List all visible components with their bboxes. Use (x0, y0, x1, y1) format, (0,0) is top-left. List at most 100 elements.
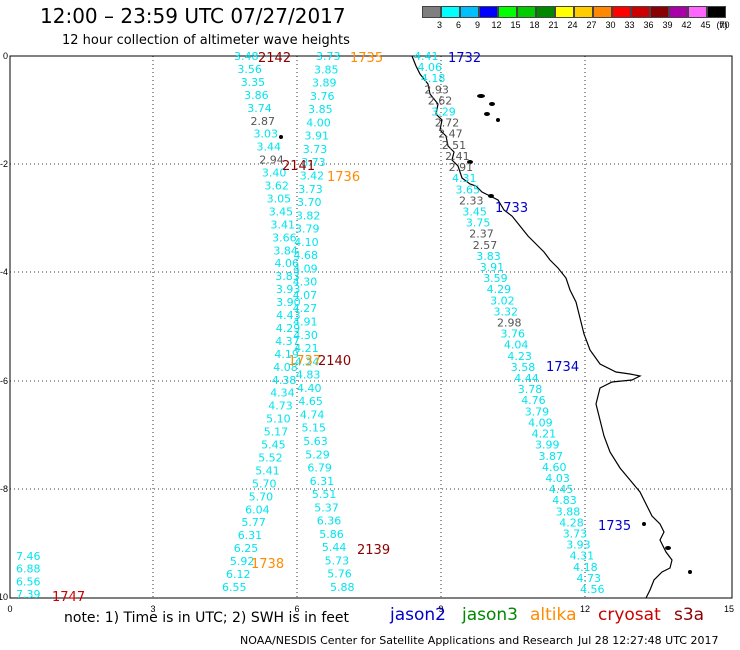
wave-height-value: 4.68 (294, 249, 319, 262)
color-swatch (669, 6, 688, 18)
wave-height-value: 2.93 (424, 83, 449, 96)
wave-height-value: 2.98 (497, 317, 522, 330)
coastline-path (411, 55, 673, 599)
wave-height-value: 2.47 (438, 128, 463, 141)
island-shape (467, 160, 473, 164)
color-swatch (612, 6, 631, 18)
map-grid (10, 56, 732, 598)
pass-time-label: 2142 (258, 51, 291, 66)
wave-height-value: 3.78 (518, 383, 543, 396)
color-swatch (631, 6, 650, 18)
island-shape (642, 522, 646, 526)
wave-height-value: 3.99 (535, 439, 560, 452)
legend-item-jason3: jason3 (462, 605, 518, 625)
wave-height-value: 4.41 (414, 50, 439, 63)
wave-height-value: 4.10 (294, 236, 319, 249)
color-scale-label: 6 (455, 20, 461, 30)
coastline (279, 55, 692, 599)
axis-ticks: 0 3 6 9 12 15 0 -2 -4 -6 -8 -10 (0, 51, 734, 614)
color-scale-label: 15 (510, 20, 521, 30)
wave-height-value: 5.77 (241, 516, 266, 529)
wave-height-value: 3.93 (566, 539, 591, 552)
wave-height-value: 3.91 (480, 261, 505, 274)
color-scale-label: 12 (491, 20, 502, 30)
wave-height-value: 5.63 (303, 435, 328, 448)
map-border (9, 55, 733, 599)
wave-height-value: 2.94 (259, 154, 284, 167)
wave-height-value: 2.37 (469, 228, 494, 241)
wave-height-value: 3.76 (501, 328, 526, 341)
pass-time-label: 1738 (251, 557, 284, 572)
wave-height-value: 3.62 (264, 180, 289, 193)
wave-height-value: 3.86 (244, 89, 269, 102)
wave-height-value: 4.08 (273, 361, 298, 374)
legend-item-jason2: jason2 (390, 605, 446, 625)
wave-height-value: 4.03 (545, 472, 570, 485)
x-tick-label: 6 (294, 604, 299, 614)
pass-time-label: 1736 (327, 170, 360, 185)
x-tick-label: 15 (724, 604, 734, 614)
wave-height-value: 4.04 (504, 339, 529, 352)
y-tick-label: 0 (3, 51, 8, 61)
color-scale-label: 39 (662, 20, 673, 30)
wave-height-value: 3.05 (267, 193, 292, 206)
wave-height-value: 6.56 (16, 575, 41, 588)
wave-height-value: 3.44 (257, 141, 282, 154)
x-tick-label: 3 (150, 604, 155, 614)
island-shape (279, 135, 283, 139)
wave-height-value: 3.84 (273, 244, 298, 257)
wave-height-value: 4.38 (272, 374, 297, 387)
pass-time-label: 1735 (350, 51, 383, 66)
pass-time-label: 1733 (495, 201, 528, 216)
color-scale-label: 30 (605, 20, 616, 30)
wave-height-value: 3.73 (563, 528, 588, 541)
island-shape (484, 112, 490, 116)
island-shape (489, 102, 495, 106)
color-swatch (479, 6, 498, 18)
wave-height-value: 4.60 (542, 461, 567, 474)
wave-height-value: 3.88 (556, 505, 581, 518)
color-swatch (650, 6, 669, 18)
wave-height-value: 4.31 (452, 172, 477, 185)
y-tick-label: -4 (0, 267, 8, 277)
wave-height-value: 4.28 (559, 516, 584, 529)
color-scale-label: 42 (681, 20, 692, 30)
wave-height-value: 4.18 (421, 72, 446, 85)
wave-height-value: 4.83 (552, 494, 577, 507)
wave-height-value: 2.87 (251, 115, 276, 128)
wave-height-value: 4.34 (270, 387, 295, 400)
wave-height-value: 4.73 (268, 400, 293, 413)
wave-height-value: 3.42 (300, 170, 325, 183)
wave-height-value: 4.06 (418, 61, 443, 74)
color-scale-label: 18 (529, 20, 540, 30)
color-scale-label: 24 (567, 20, 578, 30)
wave-height-value: 4.76 (521, 394, 546, 407)
island-shape (688, 570, 692, 574)
pass-time-label: 2140 (318, 354, 351, 369)
wave-height-value: 2.51 (442, 139, 467, 152)
color-swatch (593, 6, 612, 18)
wave-height-value: 3.70 (297, 196, 322, 209)
wave-height-value: 3.85 (308, 103, 333, 116)
wave-height-value: 3.59 (483, 272, 508, 285)
wave-height-value: 3.76 (310, 90, 335, 103)
wave-height-value: 4.40 (297, 382, 322, 395)
wave-height-value: 5.51 (312, 488, 337, 501)
wave-height-value: 4.43 (276, 309, 301, 322)
wave-height-value: 4.27 (293, 302, 318, 315)
map-frame (9, 55, 733, 599)
wave-height-value: 4.00 (306, 116, 331, 129)
color-scale-label: 33 (624, 20, 635, 30)
island-shape (477, 94, 485, 98)
x-tick-label: 12 (580, 604, 590, 614)
wave-height-value: 4.91 (293, 316, 318, 329)
color-swatch (574, 6, 593, 18)
wave-height-value: 3.73 (298, 183, 323, 196)
wave-height-value: 4.23 (507, 350, 532, 363)
wave-height-value: 4.29 (276, 322, 301, 335)
wave-height-value: 3.83 (275, 270, 300, 283)
color-swatch (707, 6, 726, 18)
wave-height-value: 3.41 (271, 218, 296, 231)
pass-time-label: 1734 (546, 360, 579, 375)
wave-height-value: 3.56 (237, 63, 262, 76)
